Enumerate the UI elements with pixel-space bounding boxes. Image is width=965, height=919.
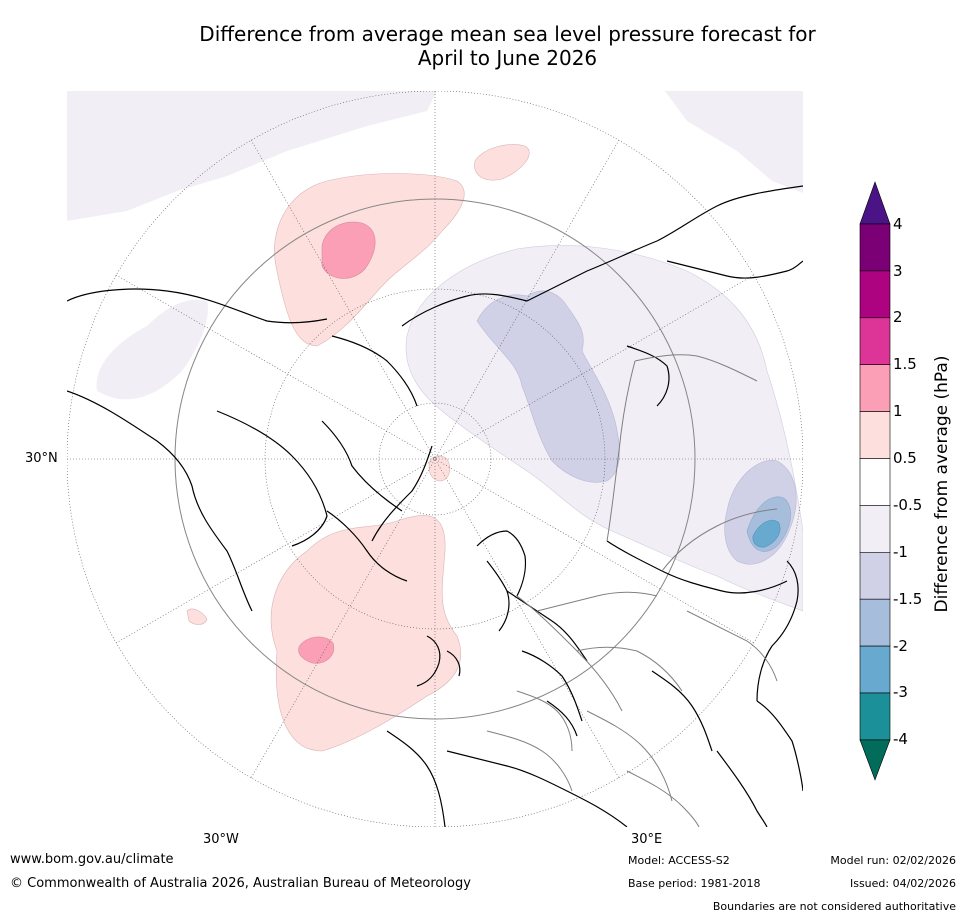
colorbar-tick-3: 3 [893, 262, 903, 280]
colorbar-segment-10 [859, 692, 891, 741]
region-northeast-slight-low [665, 91, 803, 193]
chart-title: Difference from average mean sea level p… [130, 22, 885, 70]
polar-map [67, 91, 803, 827]
title-line-2: April to June 2026 [417, 46, 598, 70]
lon-label-30w: 30°W [203, 832, 239, 847]
footer-url[interactable]: www.bom.gov.au/climate [10, 852, 174, 867]
colorbar-tick-2: 2 [893, 308, 903, 326]
borders [486, 354, 778, 827]
region-siberia-core [476, 290, 620, 483]
colorbar-segment-2 [859, 317, 891, 366]
region-mongolia-deep [752, 519, 781, 548]
footer-base-period: Base period: 1981-2018 [628, 877, 761, 890]
colorbar-arrow-top [859, 181, 891, 225]
region-north-atlantic-core [298, 636, 335, 664]
colorbar-tick-1: 1 [893, 402, 903, 420]
colorbar-segment-0 [859, 223, 891, 272]
colorbar-arrow-bottom [859, 739, 891, 781]
colorbar-tick-4: 4 [893, 215, 903, 233]
colorbar-segment-3 [859, 364, 891, 412]
footer-disclaimer: Boundaries are not considered authoritat… [712, 900, 956, 913]
region-north-atlantic-high [270, 515, 461, 752]
footer-copyright: © Commonwealth of Australia 2026, Austra… [10, 876, 471, 891]
colorbar-tick-neg-2: -2 [893, 637, 908, 655]
lat-label-30n: 30°N [25, 451, 58, 466]
colorbar-segment-9 [859, 645, 891, 694]
colorbar-segment-1 [859, 270, 891, 319]
region-north-pacific-blob [474, 144, 530, 181]
footer-model-run: Model run: 02/02/2026 [830, 854, 956, 867]
colorbar-tick-neg-1: -1 [893, 543, 908, 561]
latitude-30-circle [174, 198, 696, 720]
coastlines [67, 185, 803, 827]
colorbar-tick-0-5: 0.5 [893, 449, 917, 467]
colorbar-segment-4 [859, 411, 891, 459]
colorbar-segment-6 [859, 505, 891, 553]
footer-issued: Issued: 04/02/2026 [849, 877, 956, 890]
colorbar [859, 181, 891, 781]
colorbar-segment-8 [859, 598, 891, 647]
region-north-pacific-core [321, 221, 376, 279]
colorbar-segment-5 [859, 458, 891, 506]
title-line-1: Difference from average mean sea level p… [199, 22, 816, 46]
lon-label-30e: 30°E [631, 832, 663, 847]
colorbar-segment-7 [859, 551, 891, 600]
colorbar-title: Difference from average (hPa) [932, 355, 952, 613]
footer-model: Model: ACCESS-S2 [628, 854, 730, 867]
region-pacific-slight-low [96, 299, 208, 400]
region-pole-high [428, 455, 451, 482]
colorbar-tick-neg-0-5: -0.5 [893, 496, 923, 514]
region-pacific-small-high [186, 608, 208, 625]
colorbar-tick-1-5: 1.5 [893, 355, 917, 373]
colorbar-tick-neg-1-5: -1.5 [893, 590, 923, 608]
colorbar-tick-neg-4: -4 [893, 730, 908, 748]
colorbar-tick-neg-3: -3 [893, 683, 908, 701]
region-northwest-slight-low [67, 91, 437, 221]
